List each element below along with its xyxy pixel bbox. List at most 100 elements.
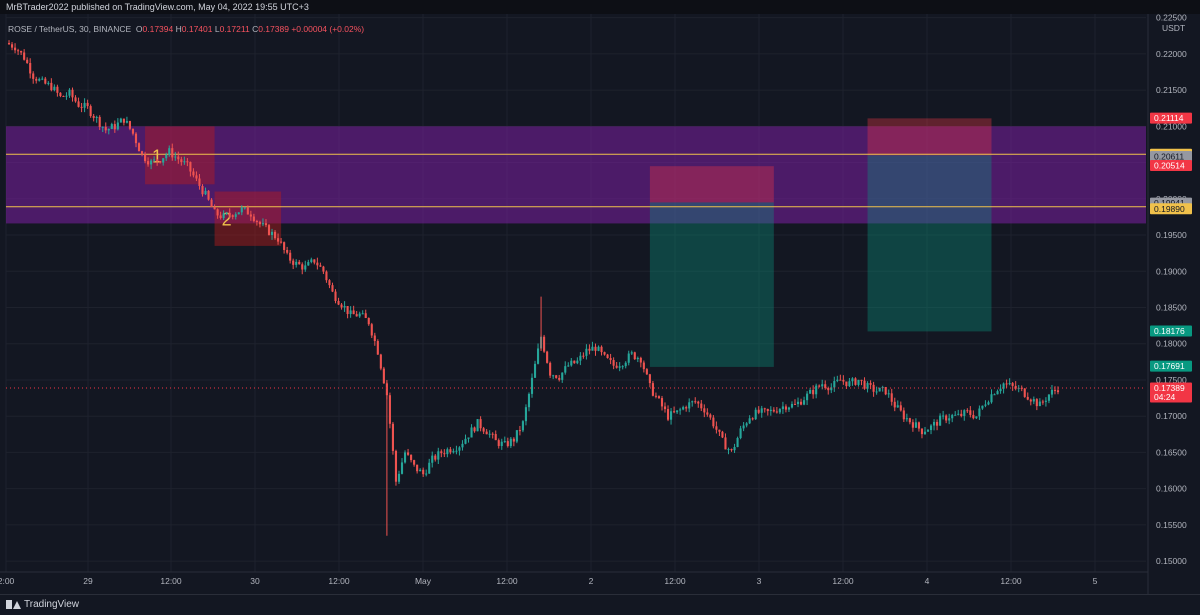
- candle: [612, 357, 615, 370]
- candle: [83, 98, 86, 113]
- candle: [273, 230, 277, 240]
- price-label-text: 0.19941: [1154, 198, 1185, 208]
- candle-body: [500, 441, 503, 446]
- candle-body: [1026, 396, 1029, 400]
- price-chart[interactable]: 12USDT0.225000.220000.215000.210000.2050…: [0, 0, 1200, 594]
- candle-body: [609, 358, 612, 361]
- candle-body: [128, 121, 132, 129]
- candle: [1047, 394, 1050, 404]
- candle-body: [277, 238, 280, 242]
- tradingview-logo[interactable]: TradingView: [6, 599, 79, 610]
- x-tick-label: 12:00: [1000, 576, 1022, 586]
- candle: [101, 126, 104, 133]
- price-label-text: 0.20611: [1154, 152, 1184, 162]
- candle-body: [691, 401, 694, 403]
- candle: [830, 383, 833, 394]
- candle: [301, 262, 304, 275]
- candle-body: [636, 357, 639, 360]
- candle-body: [715, 426, 718, 430]
- candle: [485, 429, 488, 435]
- candle: [1017, 385, 1020, 393]
- candle: [237, 212, 240, 215]
- candle: [558, 374, 561, 382]
- candle-body: [458, 447, 461, 451]
- candle: [872, 381, 875, 397]
- x-tick-label: 2:00: [0, 576, 15, 586]
- y-tick-label: 0.21000: [1156, 121, 1187, 131]
- candle: [851, 377, 854, 386]
- candle-body: [585, 348, 588, 356]
- candle-body: [231, 215, 234, 217]
- candle: [207, 190, 210, 201]
- candle: [969, 406, 972, 418]
- candle: [352, 305, 355, 315]
- candle-body: [243, 207, 246, 209]
- candle-body: [207, 190, 210, 200]
- candle-body: [778, 409, 781, 413]
- candle-body: [1050, 389, 1054, 395]
- box-label-2: 2: [222, 210, 232, 230]
- candle-body: [1032, 399, 1035, 402]
- candle-body: [766, 408, 769, 412]
- candle: [978, 405, 981, 420]
- candle: [878, 387, 881, 392]
- candle: [627, 350, 630, 366]
- candle: [497, 438, 500, 449]
- candle-body: [651, 383, 654, 396]
- candle-body: [872, 384, 875, 392]
- candle: [304, 260, 307, 272]
- candle: [866, 381, 869, 393]
- candle-body: [902, 410, 905, 420]
- candle: [346, 305, 349, 319]
- candle-body: [131, 128, 135, 134]
- candle: [400, 458, 404, 475]
- candle-body: [153, 159, 156, 161]
- candle: [443, 449, 446, 457]
- candle-body: [455, 450, 458, 452]
- candle-body: [482, 428, 485, 432]
- candle: [307, 259, 310, 266]
- candle: [467, 437, 470, 443]
- candle-body: [842, 379, 845, 382]
- candle-body: [32, 73, 35, 79]
- price-axis: [1148, 14, 1200, 594]
- candle-body: [751, 418, 754, 420]
- candle: [818, 384, 821, 388]
- candle-body: [325, 271, 328, 281]
- candle: [1035, 398, 1038, 411]
- candle-body: [887, 393, 890, 395]
- y-tick-label: 0.16500: [1156, 447, 1187, 457]
- candle: [80, 102, 83, 113]
- candle-body: [246, 207, 249, 215]
- candle-body: [41, 78, 44, 80]
- price-label-badge: [1150, 325, 1192, 337]
- candle-body: [612, 360, 615, 366]
- candle: [313, 259, 316, 265]
- candle-body: [1044, 400, 1047, 402]
- candle: [370, 322, 373, 339]
- candle: [863, 377, 866, 390]
- legend-low-label: L: [214, 24, 220, 34]
- candle-body: [334, 291, 337, 301]
- candle-body: [524, 407, 528, 422]
- candle: [600, 345, 603, 356]
- candle-body: [292, 260, 295, 265]
- candle-body: [697, 401, 700, 404]
- price-label-text: 0.17691: [1154, 361, 1185, 371]
- candle: [815, 383, 818, 399]
- candle-body: [479, 419, 482, 429]
- x-tick-label: 12:00: [328, 576, 350, 586]
- candle: [712, 415, 715, 429]
- candle-body: [679, 409, 682, 411]
- candle-body: [597, 346, 600, 351]
- candle: [68, 88, 71, 98]
- candle: [709, 413, 712, 420]
- candle-body: [143, 154, 147, 162]
- footer-bar: TradingView: [0, 594, 1200, 615]
- candle-body: [660, 398, 664, 407]
- candle-body: [461, 443, 464, 448]
- candle: [1044, 397, 1047, 407]
- candle-body: [775, 411, 778, 413]
- candle: [724, 433, 727, 450]
- candle: [316, 257, 319, 270]
